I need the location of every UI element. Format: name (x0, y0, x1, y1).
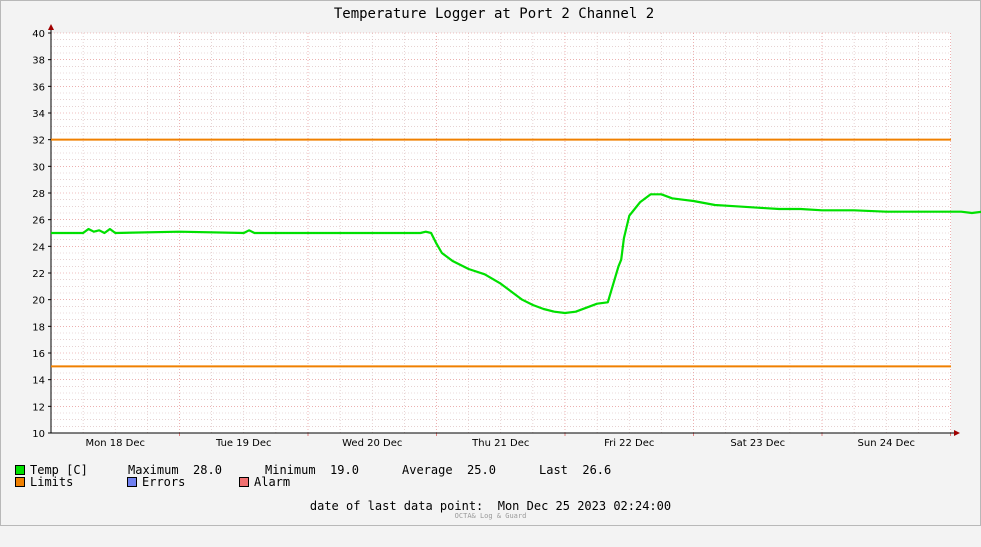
y-tick-label: 34 (32, 109, 45, 120)
maximum-value: 28.0 (193, 463, 222, 477)
y-tick-label: 10 (32, 429, 45, 440)
maximum-label: Maximum (128, 463, 179, 477)
chart-title: Temperature Logger at Port 2 Channel 2 (334, 6, 654, 22)
errors-swatch-icon (127, 477, 137, 487)
y-tick-label: 26 (32, 216, 45, 227)
legend-temp: Temp [C] (15, 463, 88, 477)
y-tick-label: 28 (32, 189, 45, 200)
last-data-point-label: date of last data point: (309, 499, 484, 513)
legend-limits: Limits (15, 475, 73, 489)
credit-text: OCTA& Log & Guard (454, 512, 527, 520)
average-value: 25.0 (467, 463, 496, 477)
last-value: 26.6 (582, 463, 612, 477)
legend-alarm: Alarm (239, 475, 290, 489)
y-tick-label: 16 (32, 349, 45, 360)
y-tick-label: 12 (32, 402, 45, 413)
y-tick-label: 20 (32, 296, 45, 307)
y-tick-label: 30 (32, 162, 45, 173)
legend-maximum: Maximum 28.0 (128, 463, 222, 477)
legend-limits-label: Limits (30, 475, 74, 489)
legend-row-temp: Temp [C] Maximum 28.0 Minimum 19.0 Avera… (15, 463, 611, 477)
last-data-point: date of last data point: Mon Dec 25 2023… (0, 499, 981, 513)
legend-errors: Errors (127, 475, 185, 489)
minimum-value: 19.0 (330, 463, 359, 477)
x-tick-label: Sun 24 Dec (858, 438, 915, 449)
x-tick-label: Wed 20 Dec (342, 438, 402, 449)
last-label: Last (539, 463, 568, 477)
minimum-label: Minimum (265, 463, 316, 477)
y-tick-label: 40 (32, 29, 45, 40)
legend-alarm-label: Alarm (254, 475, 291, 489)
x-tick-label: Tue 19 Dec (215, 438, 272, 449)
y-tick-label: 14 (32, 376, 45, 387)
x-tick-label: Thu 21 Dec (471, 438, 529, 449)
y-tick-label: 24 (32, 242, 45, 253)
alarm-swatch-icon (239, 477, 249, 487)
y-tick-label: 36 (32, 82, 45, 93)
legend-last: Last 26.6 (539, 463, 611, 477)
legend-minimum: Minimum 19.0 (265, 463, 359, 477)
limits-swatch-icon (15, 477, 25, 487)
y-tick-label: 18 (32, 322, 45, 333)
x-tick-label: Mon 18 Dec (85, 438, 145, 449)
x-axis-arrow-icon (954, 430, 960, 436)
legend-row-status: Limits Errors Alarm (15, 475, 290, 489)
x-tick-label: Sat 23 Dec (730, 438, 785, 449)
temp-series-line (51, 193, 981, 315)
x-tick-label: Fri 22 Dec (604, 438, 654, 449)
y-tick-label: 22 (32, 269, 45, 280)
last-data-point-value: Mon Dec 25 2023 02:24:00 (497, 499, 672, 513)
temp-swatch-icon (15, 465, 25, 475)
y-axis-arrow-icon (48, 24, 54, 30)
chart-svg: Temperature Logger at Port 2 Channel 2 1… (32, 6, 981, 449)
legend-temp-label: Temp [C] (30, 463, 88, 477)
y-tick-label: 32 (32, 136, 45, 147)
average-label: Average (402, 463, 453, 477)
legend-errors-label: Errors (142, 475, 186, 489)
legend-average: Average 25.0 (402, 463, 496, 477)
y-tick-label: 38 (32, 56, 45, 67)
